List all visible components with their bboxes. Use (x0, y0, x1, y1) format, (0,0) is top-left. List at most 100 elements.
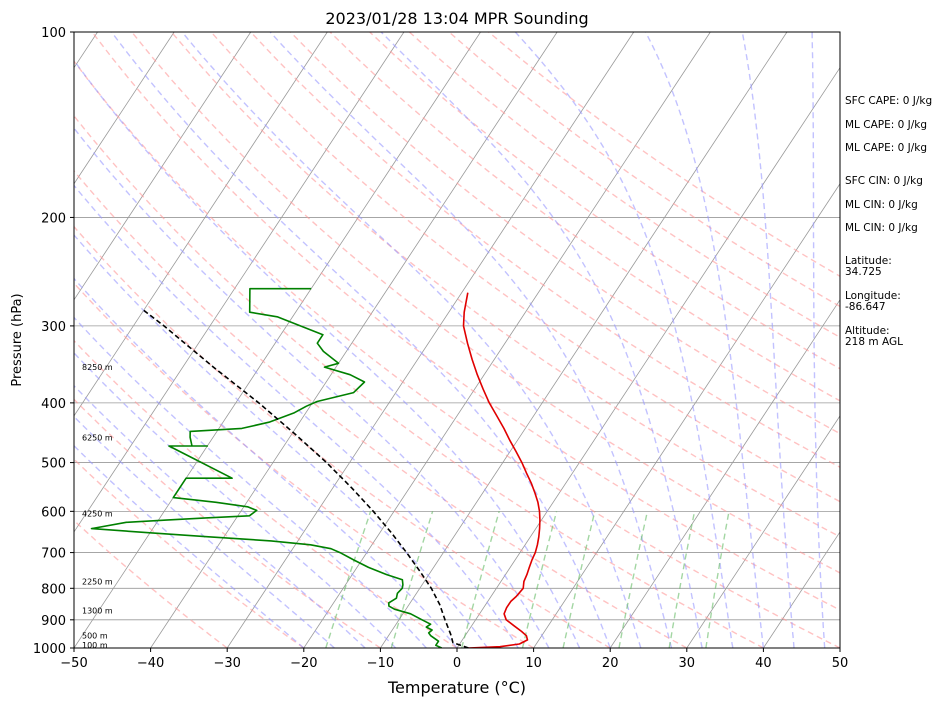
moist-adiabat (74, 316, 427, 648)
x-tick-label: 20 (602, 656, 619, 671)
temperature-profile (462, 292, 541, 648)
dry-adiabat (74, 458, 305, 648)
y-tick-label: 900 (41, 614, 66, 629)
dry-adiabat (74, 398, 381, 648)
moist-adiabat (741, 32, 795, 648)
station-value: 218 m AGL (845, 336, 903, 348)
chart-title: 2023/01/28 13:04 MPR Sounding (325, 9, 588, 28)
stability-index: SFC CAPE: 0 J/kg (845, 95, 932, 107)
mixing-ratio-line (390, 511, 434, 648)
height-label: 6250 m (82, 433, 113, 442)
x-tick-label: 10 (525, 656, 542, 671)
dry-adiabat (170, 32, 840, 538)
height-label: 8250 m (82, 363, 113, 372)
isotherm-line (303, 32, 711, 648)
isotherm-line (686, 415, 840, 648)
y-axis-label: Pressure (hPa) (10, 293, 25, 386)
moist-adiabat (269, 32, 673, 648)
plot-frame (73, 31, 841, 649)
dry-adiabat (74, 169, 688, 648)
stability-index: ML CIN: 0 J/kg (845, 199, 918, 211)
dry-adiabat (210, 32, 840, 503)
y-tick-label: 600 (41, 505, 66, 520)
height-label: 500 m (82, 632, 108, 641)
stability-annotations: SFC CAPE: 0 J/kg ML CAPE: 0 J/kg ML CAPE: … (845, 95, 932, 348)
isotherm-line (74, 32, 481, 648)
station-label: Longitude: (845, 290, 901, 302)
isotherm-line (456, 66, 840, 648)
dry-adiabat (74, 114, 764, 648)
y-tick-label: 400 (41, 397, 66, 412)
mixing-ratio-line (618, 511, 649, 648)
mixing-ratio-line (461, 511, 500, 648)
moist-adiabat (380, 32, 703, 648)
y-tick-label: 800 (41, 582, 66, 597)
y-tick-label: 700 (41, 547, 66, 562)
moist-adiabat (74, 384, 366, 648)
moist-adiabat (74, 184, 519, 648)
moist-adiabat (74, 351, 397, 648)
mixing-ratio-line (668, 511, 696, 648)
moist-adiabat (74, 59, 581, 648)
isotherm-line (74, 32, 252, 301)
height-label: 1300 m (82, 607, 113, 616)
dry-adiabat (369, 32, 840, 370)
y-tick-label: 300 (41, 320, 66, 335)
station-value: -86.647 (845, 301, 886, 313)
moist-adiabat (74, 415, 335, 648)
mixing-ratio-line (325, 511, 372, 648)
mixing-ratio-line (705, 511, 730, 648)
mixing-ratio-line (562, 511, 596, 648)
moist-adiabat (514, 32, 734, 648)
mixing-ratio-line (521, 511, 558, 648)
height-label: 100 m (82, 641, 108, 650)
dry-adiabat (408, 32, 840, 339)
height-label: 4250 m (82, 510, 113, 519)
x-tick-label: 50 (832, 656, 849, 671)
parcel-profile (143, 309, 469, 648)
moist-adiabat (181, 32, 642, 648)
isotherm-line (150, 32, 558, 648)
isotherm-line (609, 299, 840, 648)
x-axis-label: Temperature (°C) (387, 678, 526, 697)
station-label: Altitude: (845, 325, 890, 337)
moist-adiabat (644, 32, 765, 648)
x-tick-label: −30 (213, 656, 240, 671)
isotherm-line (74, 32, 328, 417)
x-tick-label: 0 (453, 656, 461, 671)
height-label: 2250 m (82, 578, 113, 587)
stability-index: SFC CIN: 0 J/kg (845, 175, 923, 187)
y-tick-label: 200 (41, 211, 66, 226)
x-tick-label: −20 (290, 656, 317, 671)
isotherm-line (763, 531, 840, 648)
profile-lines (90, 287, 541, 648)
dry-adiabat (131, 32, 840, 574)
x-tick-label: −10 (367, 656, 394, 671)
dry-adiabat (91, 32, 840, 611)
x-tick-label: 30 (679, 656, 696, 671)
isotherm-line (74, 32, 175, 185)
stability-index: ML CIN: 0 J/kg (845, 222, 918, 234)
dry-adiabat (74, 339, 458, 648)
dry-adiabat (329, 32, 840, 402)
x-tick-label: −50 (60, 656, 87, 671)
moist-adiabat (74, 127, 550, 648)
isotherm-line (380, 32, 788, 648)
dry-adiabat (74, 519, 228, 648)
y-tick-label: 1000 (33, 642, 66, 657)
dry-adiabat (74, 225, 611, 648)
moist-adiabat (110, 32, 611, 648)
moist-adiabat (74, 233, 489, 648)
station-value: 34.725 (845, 266, 882, 278)
stability-index: ML CAPE: 0 J/kg (845, 142, 927, 154)
x-tick-label: 40 (755, 656, 772, 671)
moist-adiabat (811, 32, 826, 648)
background-lines (74, 32, 840, 648)
dry-adiabat (250, 32, 840, 469)
isotherm-line (533, 183, 840, 648)
x-axis-ticks: −50 −40 −30 −20 −10 0 10 20 30 40 50 (60, 648, 848, 671)
stability-index: ML CAPE: 0 J/kg (845, 119, 927, 131)
dry-adiabat (74, 60, 840, 648)
